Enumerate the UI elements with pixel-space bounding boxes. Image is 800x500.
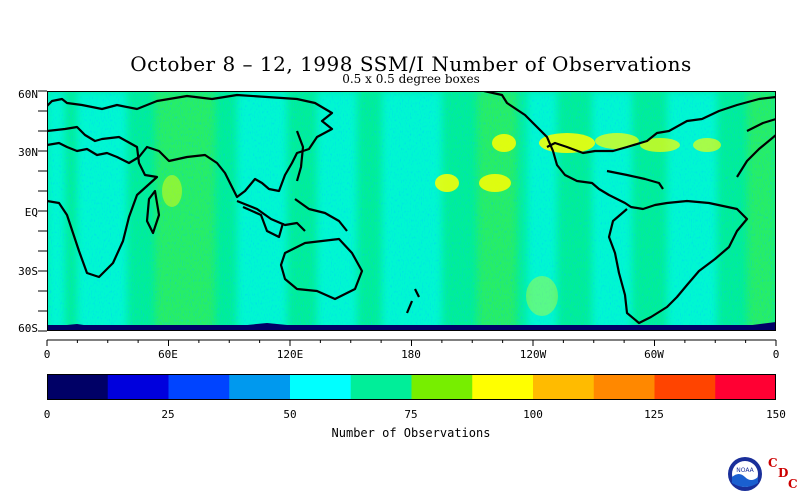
lon-label-180: 180 bbox=[401, 348, 421, 361]
map-title: October 8 – 12, 1998 SSM/I Number of Obs… bbox=[130, 52, 692, 76]
lat-label-30s: 30S bbox=[18, 265, 38, 278]
cdc-letter-c1: C bbox=[768, 456, 778, 470]
lon-label-0-east: 0 bbox=[772, 348, 780, 361]
lon-label-120e: 120E bbox=[276, 348, 304, 361]
colorbar-segment bbox=[654, 374, 716, 400]
svg-text:NOAA: NOAA bbox=[736, 467, 754, 474]
high-observation-patches bbox=[162, 133, 721, 316]
colorbar-segment bbox=[47, 374, 109, 400]
colorbar-border bbox=[47, 374, 776, 400]
lon-label-120w: 120W bbox=[519, 348, 547, 361]
lat-label-60s: 60S bbox=[18, 322, 38, 335]
colorbar-title: Number of Observations bbox=[331, 426, 491, 440]
colorbar-segment bbox=[107, 374, 169, 400]
antarctic-coast bbox=[47, 322, 776, 331]
colorbar-segment bbox=[593, 374, 655, 400]
map-frame bbox=[47, 91, 776, 331]
lat-label-eq: EQ bbox=[24, 206, 38, 219]
noaa-logo: NOAA bbox=[728, 457, 762, 491]
lat-label-60n: 60N bbox=[18, 88, 38, 101]
colorbar-segment bbox=[290, 374, 352, 400]
lon-label-0: 0 bbox=[43, 348, 51, 361]
lon-label-60w: 60W bbox=[644, 348, 664, 361]
colorbar-tick-75: 75 bbox=[404, 408, 418, 421]
colorbar-segment bbox=[715, 374, 776, 400]
lat-label-30n: 30N bbox=[18, 146, 38, 159]
colorbar bbox=[47, 374, 776, 400]
cdc-letter-c2: C bbox=[788, 477, 798, 491]
lon-label-60e: 60E bbox=[158, 348, 178, 361]
colorbar-segment bbox=[229, 374, 291, 400]
colorbar-tick-100: 100 bbox=[523, 408, 543, 421]
cdc-letter-d: D bbox=[778, 466, 789, 480]
colorbar-tick-125: 125 bbox=[644, 408, 664, 421]
colorbar-segment bbox=[533, 374, 595, 400]
observation-map bbox=[47, 91, 776, 331]
colorbar-tick-25: 25 bbox=[161, 408, 175, 421]
colorbar-segment bbox=[168, 374, 230, 400]
colorbar-tick-50: 50 bbox=[283, 408, 297, 421]
colorbar-tick-150: 150 bbox=[766, 408, 786, 421]
map-subtitle: 0.5 x 0.5 degree boxes bbox=[342, 72, 480, 86]
texture bbox=[47, 91, 776, 331]
colorbar-segment bbox=[472, 374, 534, 400]
colorbar-segment bbox=[350, 374, 412, 400]
colorbar-segment bbox=[411, 374, 473, 400]
colorbar-tick-0: 0 bbox=[43, 408, 51, 421]
coastlines bbox=[47, 91, 776, 325]
